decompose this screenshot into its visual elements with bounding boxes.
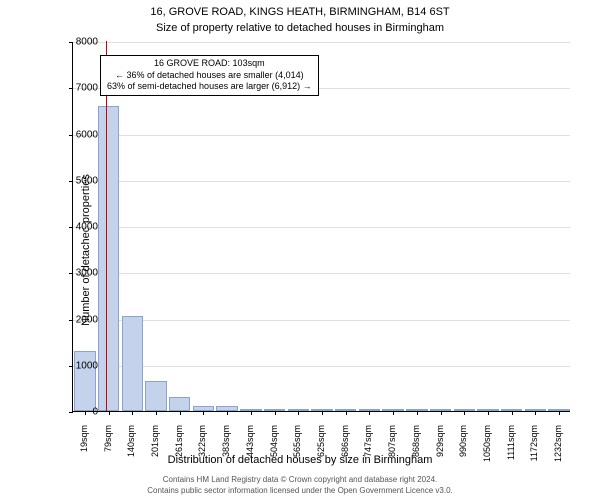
footer-line-2: Contains public sector information licen… [0,486,600,496]
bar [122,316,143,411]
annotation-line-2: ← 36% of detached houses are smaller (4,… [107,70,312,82]
chart-title-2: Size of property relative to detached ho… [0,22,600,34]
bar [169,397,190,411]
footer-line-1: Contains HM Land Registry data © Crown c… [0,475,600,485]
y-tick-label: 3000 [76,268,98,279]
y-tick-label: 1000 [76,360,98,371]
plot-area [72,42,570,412]
bar [98,106,119,411]
annotation-line-3: 63% of semi-detached houses are larger (… [107,81,312,93]
y-tick-label: 8000 [76,37,98,48]
x-axis-label: Distribution of detached houses by size … [0,454,600,466]
footer-text: Contains HM Land Registry data © Crown c… [0,475,600,496]
y-tick-label: 2000 [76,314,98,325]
annotation-line-1: 16 GROVE ROAD: 103sqm [107,58,312,70]
y-tick-label: 4000 [76,222,98,233]
y-tick-label: 5000 [76,175,98,186]
property-marker-line [106,41,107,411]
annotation-box: 16 GROVE ROAD: 103sqm ← 36% of detached … [100,55,319,96]
y-tick-label: 0 [92,407,98,418]
bar [145,381,166,411]
chart-title-1: 16, GROVE ROAD, KINGS HEATH, BIRMINGHAM,… [0,6,600,18]
chart-container: 16, GROVE ROAD, KINGS HEATH, BIRMINGHAM,… [0,0,600,500]
y-tick-label: 7000 [76,83,98,94]
y-tick-label: 6000 [76,129,98,140]
